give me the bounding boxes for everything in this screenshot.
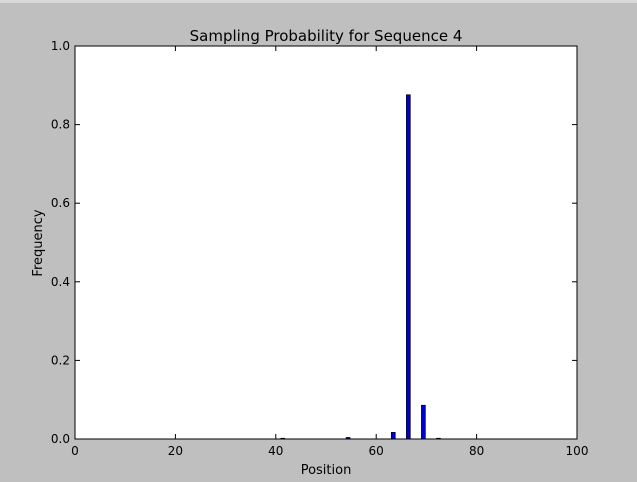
x-tick-label: 40 [268, 444, 283, 458]
y-tick-label: 1.0 [51, 39, 70, 53]
x-tick-label: 100 [566, 444, 589, 458]
bar [406, 94, 411, 440]
y-ticks: 0.0 0.2 0.4 0.6 0.8 1.0 [51, 39, 577, 446]
x-tick-label: 80 [469, 444, 484, 458]
chart-title: Sampling Probability for Sequence 4 [190, 27, 463, 45]
plot-area [75, 46, 577, 439]
bar [421, 404, 426, 440]
bar [390, 432, 396, 440]
x-tick-label: 20 [168, 444, 183, 458]
x-axis-label: Position [301, 463, 352, 478]
x-tick-label: 0 [71, 444, 79, 458]
window-edge [0, 0, 637, 3]
x-tick-label: 60 [369, 444, 384, 458]
y-tick-label: 0.4 [51, 275, 70, 289]
y-tick-label: 0.6 [51, 196, 70, 210]
plot-frame [74, 45, 578, 440]
y-tick-label: 0.2 [51, 353, 70, 367]
y-axis-label: Frequency [31, 209, 46, 276]
y-tick-label: 0.8 [51, 118, 70, 132]
y-tick-label: 0.0 [51, 432, 70, 446]
x-ticks: 0 20 40 60 80 100 [71, 46, 588, 458]
